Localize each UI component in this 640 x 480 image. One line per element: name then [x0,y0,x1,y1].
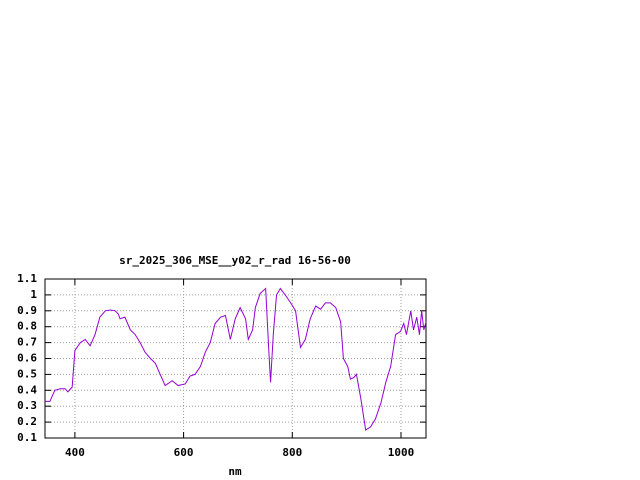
x-tick-label: 800 [282,446,302,459]
y-tick-label: 0.4 [17,383,37,396]
x-axis-label: nm [228,465,242,478]
y-tick-label: 0.6 [17,352,37,365]
y-tick-label: 0.2 [17,415,37,428]
y-tick-label: 0.1 [17,431,37,444]
chart-title: sr_2025_306_MSE__y02_r_rad 16-56-00 [119,254,351,267]
x-tick-label: 400 [65,446,85,459]
y-tick-label: 1.1 [17,272,37,285]
y-tick-label: 0.5 [17,367,37,380]
y-tick-label: 0.8 [17,320,37,333]
y-tick-label: 1 [30,288,37,301]
y-tick-label: 0.7 [17,336,37,349]
plot-border [44,278,427,439]
y-tick-label: 0.9 [17,304,37,317]
y-tick-label: 0.3 [17,399,37,412]
x-tick-label: 600 [174,446,194,459]
x-tick-label: 1000 [388,446,415,459]
data-line [45,287,427,431]
